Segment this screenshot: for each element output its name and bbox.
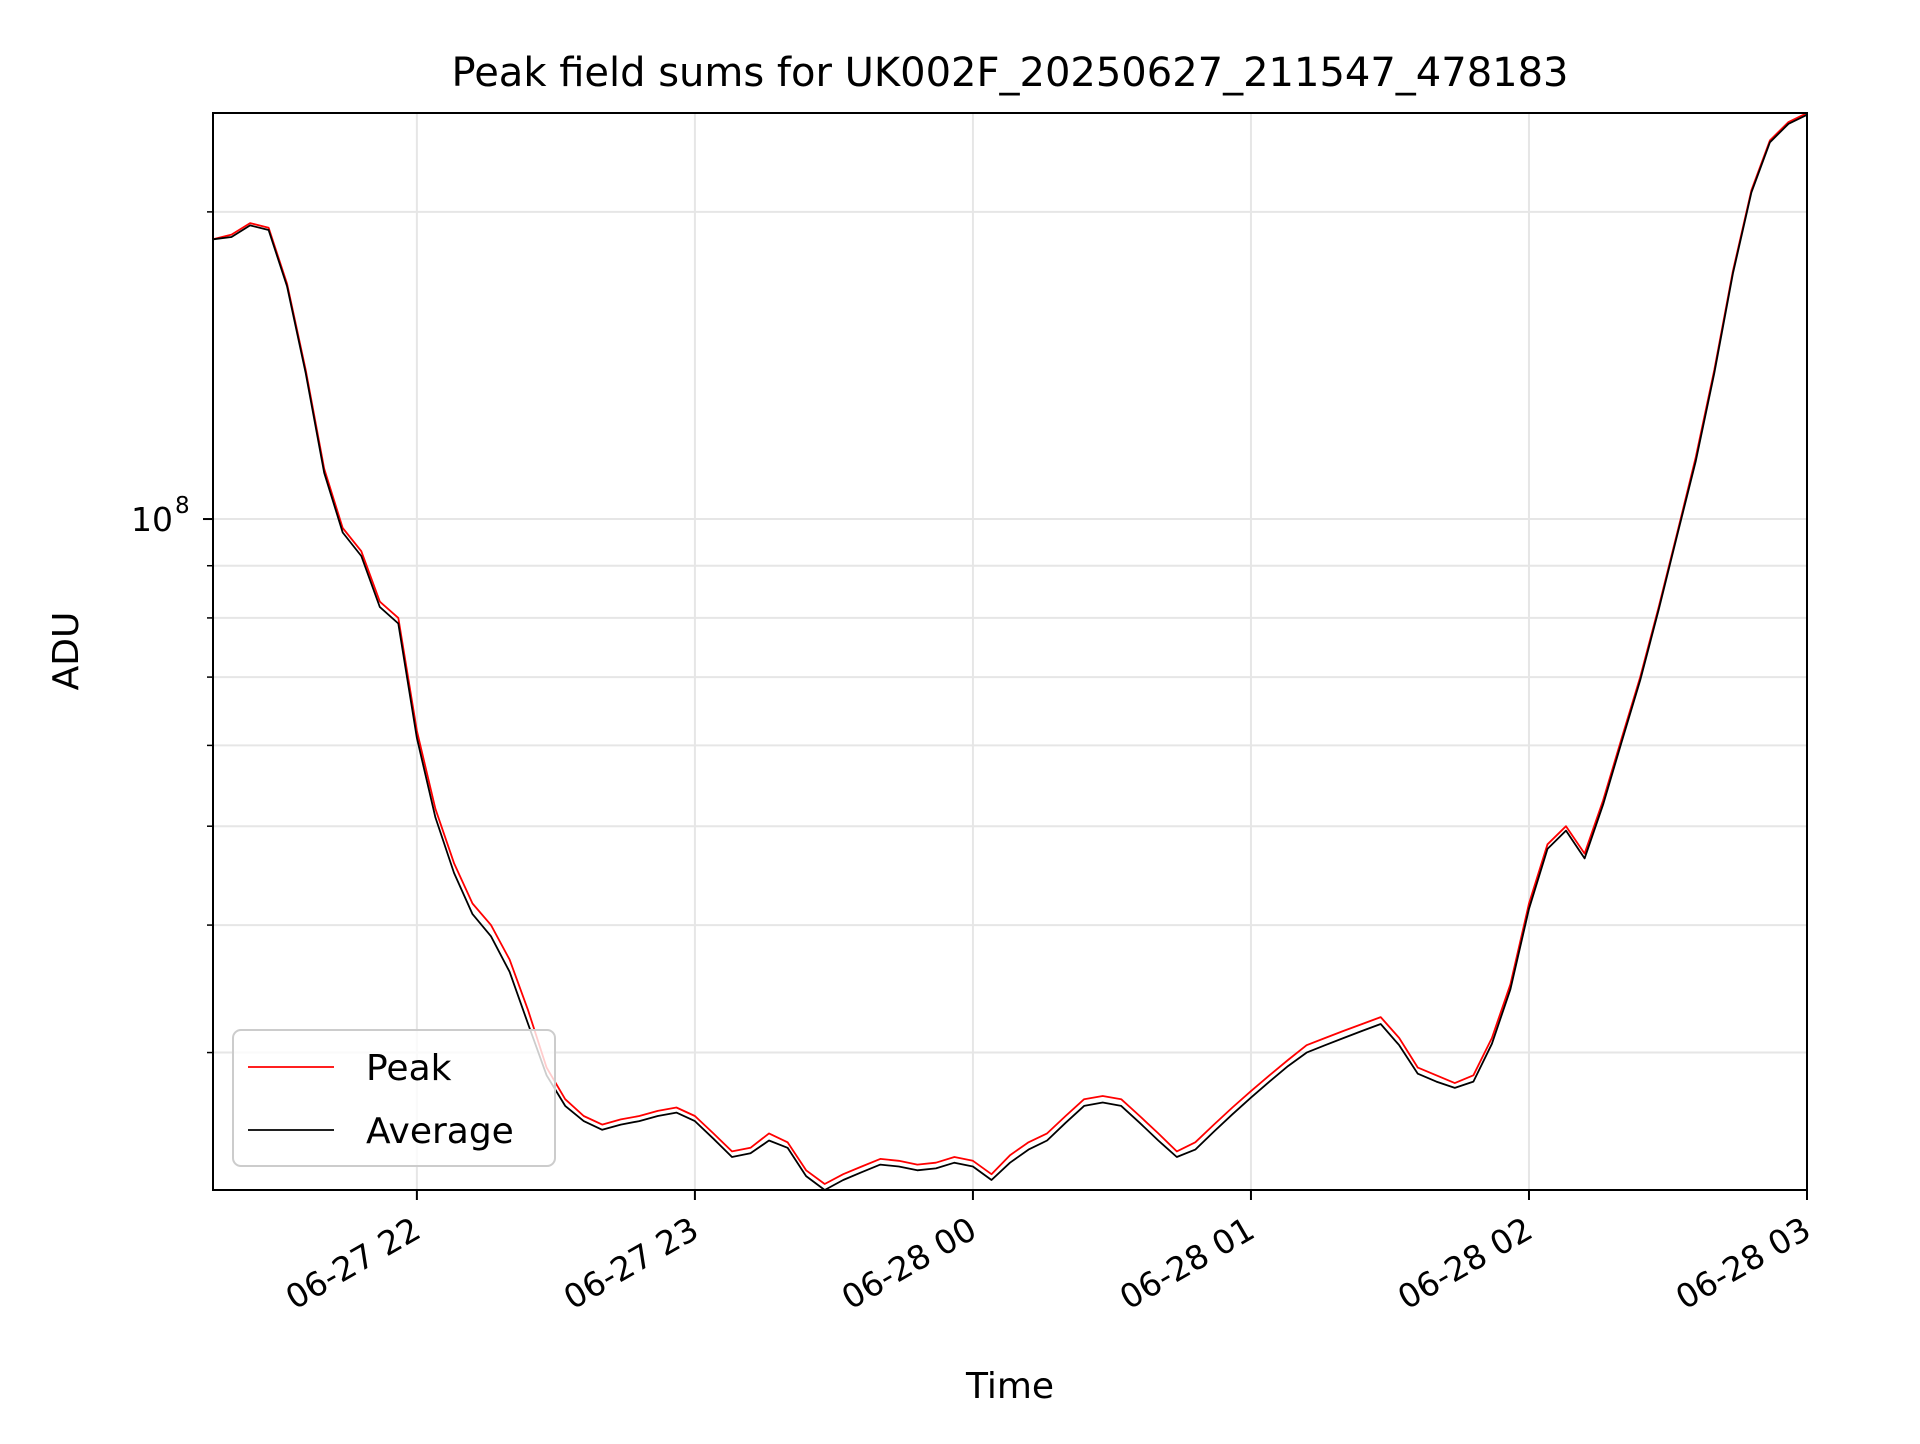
series-line-average — [212, 113, 1808, 1191]
y-tick-label-exponent-0: 8 — [175, 493, 190, 519]
chart-title: Peak field sums for UK002F_20250627_2115… — [452, 50, 1569, 96]
legend-frame — [232, 1029, 556, 1167]
series-layer — [212, 112, 1808, 1191]
y-tick-label-0: 10 — [131, 500, 173, 539]
y-axis-label: ADU — [46, 612, 87, 691]
legend: Peak Average — [232, 1029, 556, 1167]
legend-label-average: Average — [366, 1111, 514, 1152]
x-axis-label: Time — [965, 1366, 1054, 1407]
series-line-peak — [212, 112, 1808, 1185]
legend-label-peak: Peak — [366, 1048, 452, 1089]
plot-frame — [212, 112, 1808, 1191]
